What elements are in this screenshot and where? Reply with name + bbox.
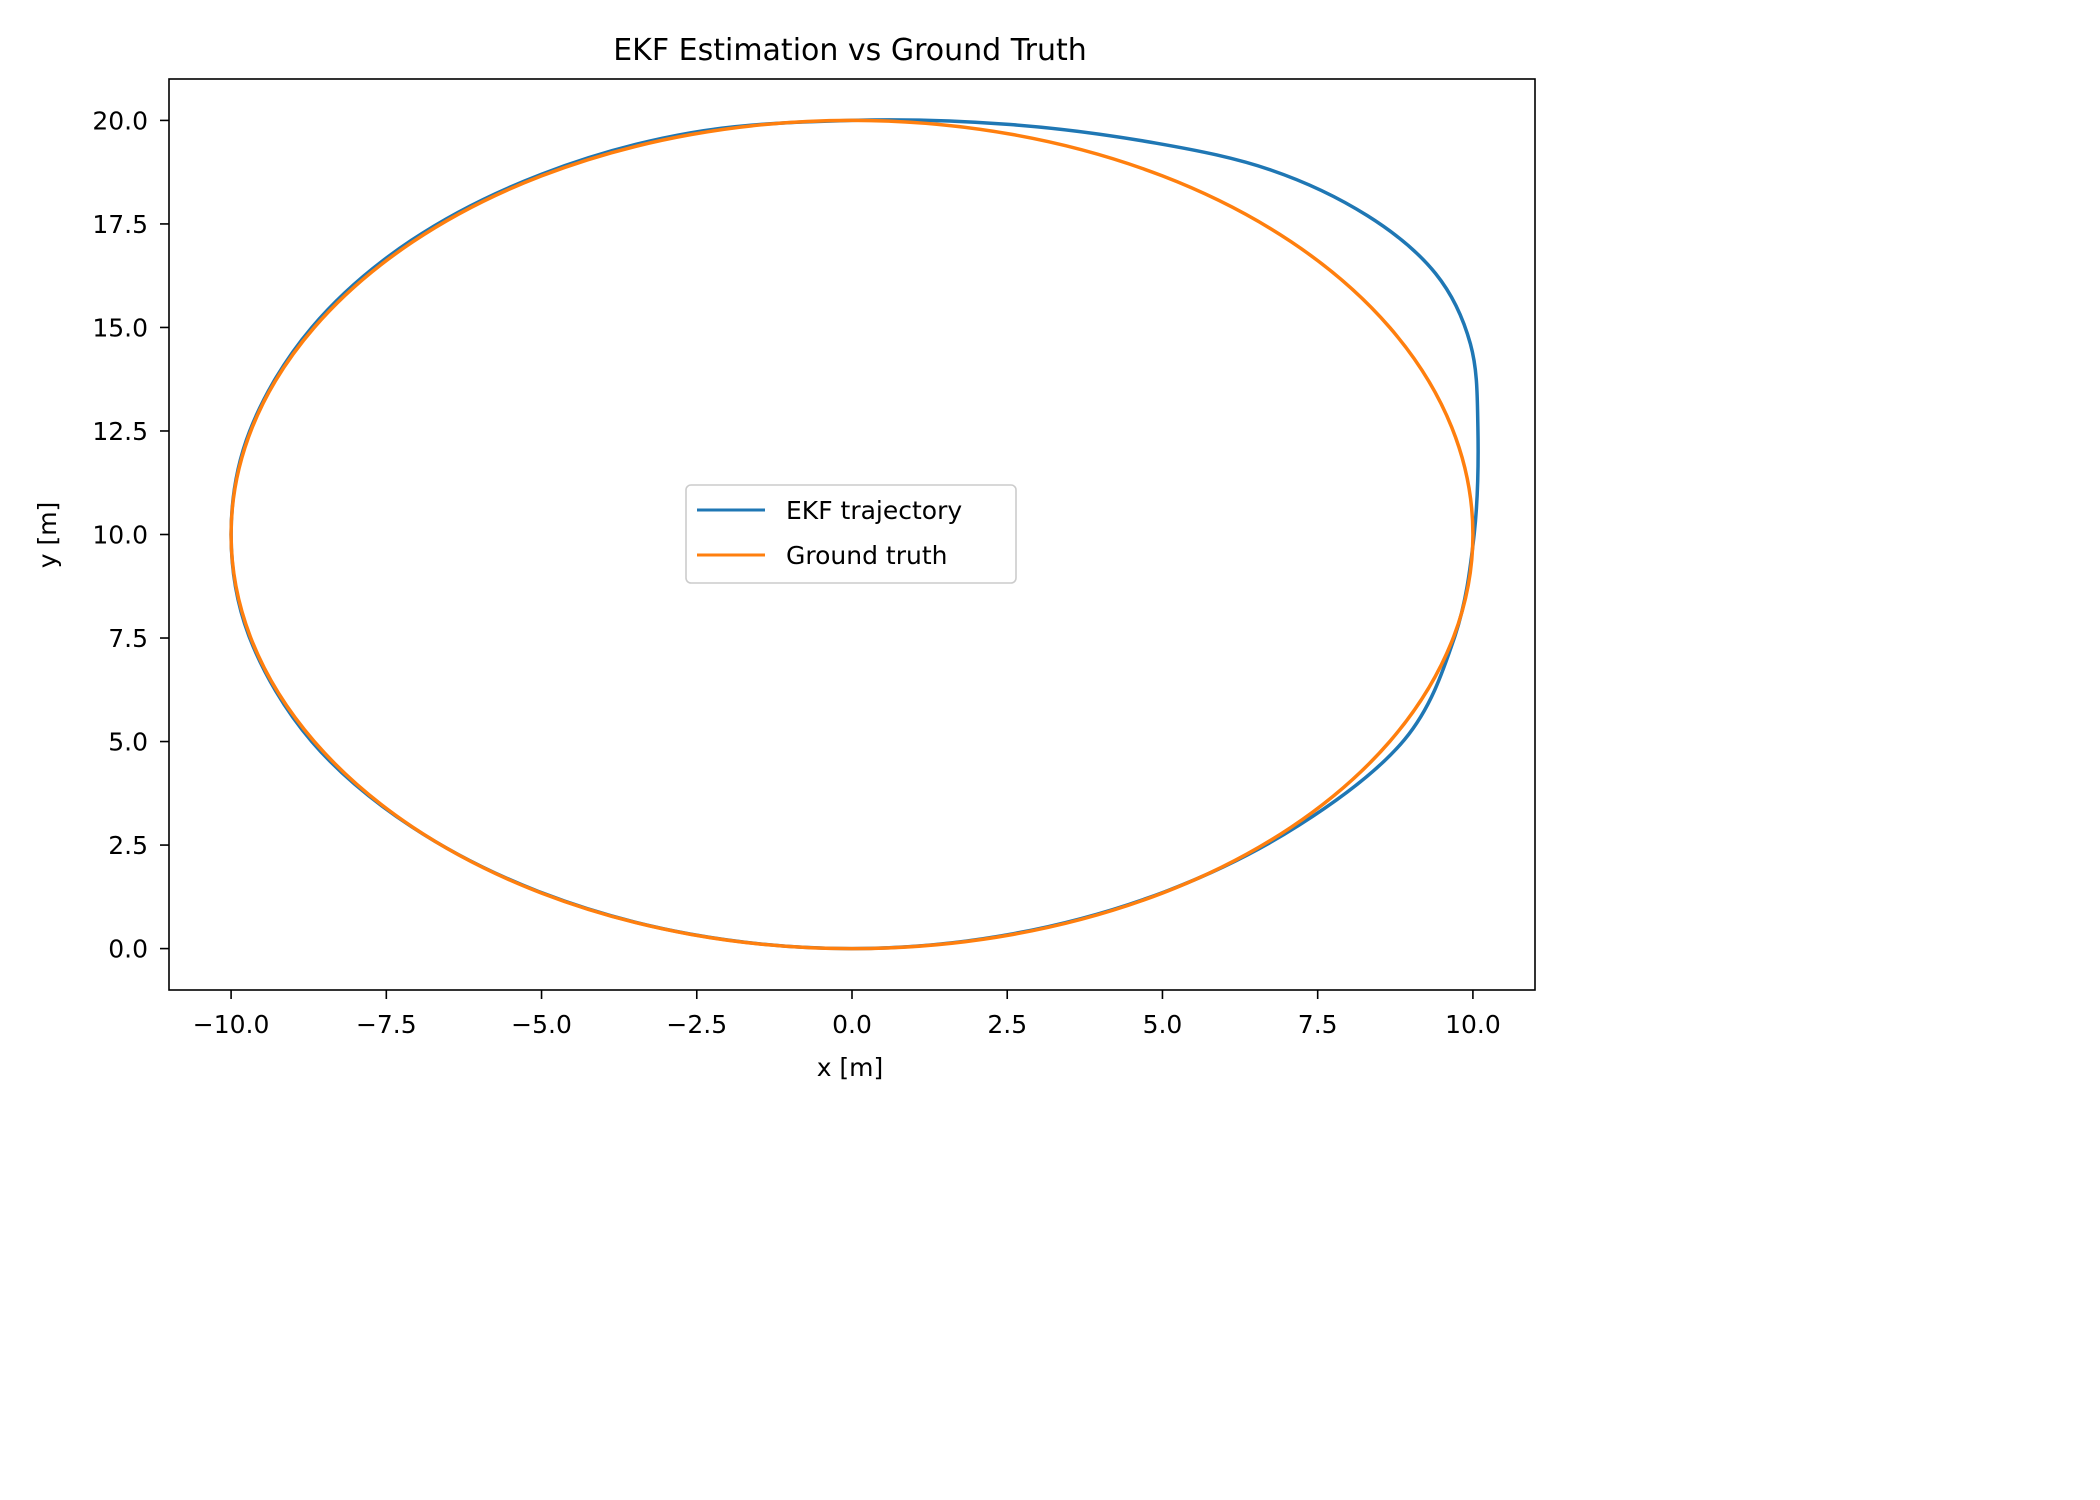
y-tick-label: 7.5 <box>108 624 148 653</box>
series-line-ground-truth <box>229 118 1475 951</box>
legend: EKF trajectory Ground truth <box>685 484 1017 584</box>
x-tick-label: 2.5 <box>987 1010 1027 1039</box>
y-tick-label: 0.0 <box>108 935 148 964</box>
x-tick-label: 7.5 <box>1298 1010 1338 1039</box>
legend-box <box>685 484 1017 584</box>
y-tick-label: 15.0 <box>92 313 148 342</box>
y-tick-label: 10.0 <box>92 521 148 550</box>
x-tick-label: −2.5 <box>666 1010 727 1039</box>
x-tick-label: −7.5 <box>356 1010 417 1039</box>
x-ticks: −10.0 −7.5 −5.0 −2.5 0.0 2.5 5.0 7.5 10.0 <box>193 990 1501 1039</box>
y-axis-label: y [m] <box>33 502 62 569</box>
legend-label-ground-truth: Ground truth <box>786 541 947 570</box>
legend-label-ekf: EKF trajectory <box>786 496 962 525</box>
x-tick-label: 10.0 <box>1445 1010 1501 1039</box>
x-tick-label: 0.0 <box>832 1010 872 1039</box>
chart: EKF Estimation vs Ground Truth −10.0 −7.5… <box>33 33 1536 1082</box>
series-line-ekf-trajectory <box>229 118 1480 951</box>
x-tick-label: −5.0 <box>511 1010 572 1039</box>
x-tick-label: 5.0 <box>1143 1010 1183 1039</box>
y-tick-label: 20.0 <box>92 106 148 135</box>
y-tick-label: 17.5 <box>92 210 148 239</box>
y-tick-label: 2.5 <box>108 831 148 860</box>
chart-title: EKF Estimation vs Ground Truth <box>613 33 1087 68</box>
y-tick-label: 5.0 <box>108 728 148 757</box>
series-layer <box>229 118 1480 951</box>
x-tick-label: −10.0 <box>193 1010 270 1039</box>
x-axis-label: x [m] <box>817 1053 884 1082</box>
y-ticks: 0.0 2.5 5.0 7.5 10.0 12.5 15.0 17.5 20.0 <box>92 106 169 964</box>
y-tick-label: 12.5 <box>92 417 148 446</box>
